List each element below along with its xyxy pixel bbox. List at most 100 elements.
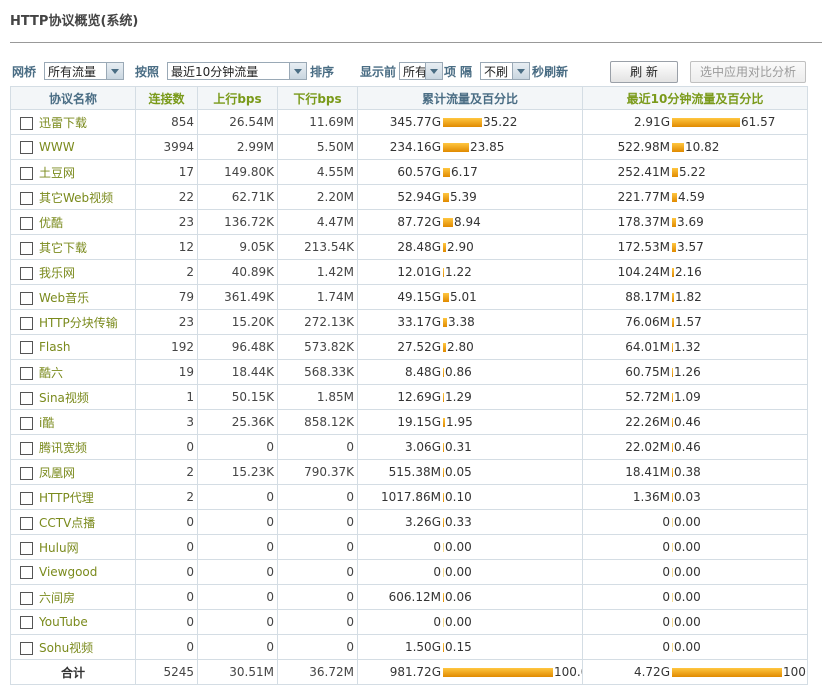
row-checkbox[interactable]: [20, 591, 33, 605]
row-checkbox[interactable]: [20, 291, 33, 305]
row-checkbox[interactable]: [20, 341, 33, 354]
row-checkbox[interactable]: [20, 241, 33, 255]
show-top-select[interactable]: 所有: [399, 62, 443, 80]
protocol-link[interactable]: YouTube: [39, 615, 88, 629]
row-checkbox[interactable]: [20, 516, 33, 530]
compare-apps-button[interactable]: 选中应用对比分析: [690, 61, 806, 83]
table-row: 迅雷下载 854 26.54M 11.69M 345.77G 35.22 2.91G 61.5…: [10, 109, 808, 135]
percent-value: 100.00: [783, 665, 807, 680]
protocol-link[interactable]: Web音乐: [39, 290, 90, 305]
percent-value: 0.31: [445, 440, 472, 455]
percent-value: 1.29: [445, 390, 472, 405]
protocol-link[interactable]: 凤凰网: [39, 465, 76, 480]
protocol-link[interactable]: 其它Web视频: [39, 190, 114, 205]
protocol-link[interactable]: CCTV点播: [39, 515, 96, 530]
row-checkbox[interactable]: [20, 466, 33, 480]
recent-traffic-cell: 60.75M 1.26: [582, 359, 808, 385]
row-checkbox[interactable]: [20, 416, 33, 430]
percent-value: 0.46: [674, 440, 701, 455]
row-checkbox[interactable]: [20, 641, 33, 655]
total-traffic-cell: 0 0.00: [357, 559, 583, 585]
row-checkbox[interactable]: [20, 566, 33, 579]
row-checkbox[interactable]: [20, 266, 33, 280]
percent-bar: [443, 467, 444, 477]
percent-value: 0.00: [674, 640, 701, 655]
download-cell: 2.20M: [277, 184, 358, 210]
traffic-value: 19.15G: [397, 415, 441, 430]
column-header-download[interactable]: 下行bps: [277, 86, 358, 110]
column-header-name[interactable]: 协议名称: [10, 86, 136, 110]
row-checkbox[interactable]: [20, 316, 33, 330]
sort-by-select[interactable]: 最近10分钟流量: [167, 62, 307, 80]
row-checkbox[interactable]: [20, 116, 33, 130]
column-header-total-traffic[interactable]: 累计流量及百分比: [357, 86, 583, 110]
recent-traffic-cell: 1.36M 0.03: [582, 484, 808, 510]
protocol-link[interactable]: 其它下载: [39, 240, 88, 255]
traffic-value: 12.69G: [397, 390, 441, 405]
row-checkbox[interactable]: [20, 616, 33, 629]
protocol-link[interactable]: i酷: [39, 415, 55, 430]
protocol-link[interactable]: 优酷: [39, 215, 64, 230]
refresh-interval-select[interactable]: 不刷: [480, 62, 530, 80]
protocol-link[interactable]: 酷六: [39, 365, 64, 380]
traffic-value: 0: [662, 590, 670, 605]
total-label: 合计: [10, 659, 136, 685]
row-checkbox[interactable]: [20, 541, 33, 555]
protocol-link[interactable]: 六间房: [39, 590, 76, 605]
percent-value: 0.00: [674, 590, 701, 605]
download-cell: 0: [277, 559, 358, 585]
download-cell: 0: [277, 509, 358, 535]
percent-bar: [672, 367, 673, 377]
column-header-recent-traffic[interactable]: 最近10分钟流量及百分比: [582, 86, 808, 110]
row-checkbox[interactable]: [20, 391, 33, 405]
protocol-link[interactable]: 我乐网: [39, 265, 76, 280]
percent-bar: [672, 567, 673, 577]
protocol-link[interactable]: 迅雷下载: [39, 115, 88, 130]
protocol-link[interactable]: WWW: [39, 140, 75, 154]
connections-cell: 0: [135, 534, 198, 560]
upload-cell: 62.71K: [197, 184, 278, 210]
row-checkbox[interactable]: [20, 216, 33, 230]
bridge-select[interactable]: 所有流量: [44, 62, 124, 80]
table-row: Web音乐 79 361.49K 1.74M 49.15G 5.01 88.17M 1.82: [10, 284, 808, 310]
percent-value: 0.05: [445, 465, 472, 480]
protocol-link[interactable]: 腾讯宽频: [39, 440, 88, 455]
row-checkbox[interactable]: [20, 491, 33, 505]
connections-cell: 19: [135, 359, 198, 385]
protocol-name-cell: 凤凰网: [10, 459, 136, 485]
sort-by-label: 按照: [135, 65, 160, 79]
traffic-value: 0: [662, 515, 670, 530]
sort-by-select-value: 最近10分钟流量: [171, 65, 259, 79]
protocol-link[interactable]: Flash: [39, 340, 71, 354]
upload-cell: 15.23K: [197, 459, 278, 485]
protocol-link[interactable]: Hulu网: [39, 540, 79, 555]
protocol-link[interactable]: Sina视频: [39, 390, 89, 405]
percent-bar: [672, 292, 674, 302]
row-checkbox[interactable]: [20, 141, 33, 154]
row-checkbox[interactable]: [20, 191, 33, 205]
total-traffic-cell: 49.15G 5.01: [357, 284, 583, 310]
row-checkbox[interactable]: [20, 441, 33, 455]
protocol-link[interactable]: 土豆网: [39, 165, 76, 180]
protocol-link[interactable]: Viewgood: [39, 565, 98, 579]
total-traffic-cell: 3.26G 0.33: [357, 509, 583, 535]
total-traffic-cell: 981.72G 100.00: [357, 659, 583, 685]
row-checkbox[interactable]: [20, 366, 33, 380]
row-checkbox[interactable]: [20, 166, 33, 180]
percent-bar: [443, 567, 444, 577]
protocol-link[interactable]: HTTP分块传输: [39, 315, 118, 330]
percent-value: 0.00: [445, 540, 472, 555]
column-header-connections[interactable]: 连接数: [135, 86, 198, 110]
percent-bar: [443, 417, 445, 427]
traffic-value: 2.91G: [633, 115, 670, 130]
bridge-select-value: 所有流量: [48, 65, 97, 79]
protocol-link[interactable]: Sohu视频: [39, 640, 94, 655]
refresh-button[interactable]: 刷 新: [610, 61, 678, 83]
column-header-upload[interactable]: 上行bps: [197, 86, 278, 110]
upload-cell: 50.15K: [197, 384, 278, 410]
upload-cell: 0: [197, 434, 278, 460]
table-row: HTTP代理 2 0 0 1017.86M 0.10 1.36M 0.03: [10, 484, 808, 510]
protocol-name-cell: 迅雷下载: [10, 109, 136, 135]
protocol-link[interactable]: HTTP代理: [39, 490, 94, 505]
percent-bar: [672, 267, 674, 277]
